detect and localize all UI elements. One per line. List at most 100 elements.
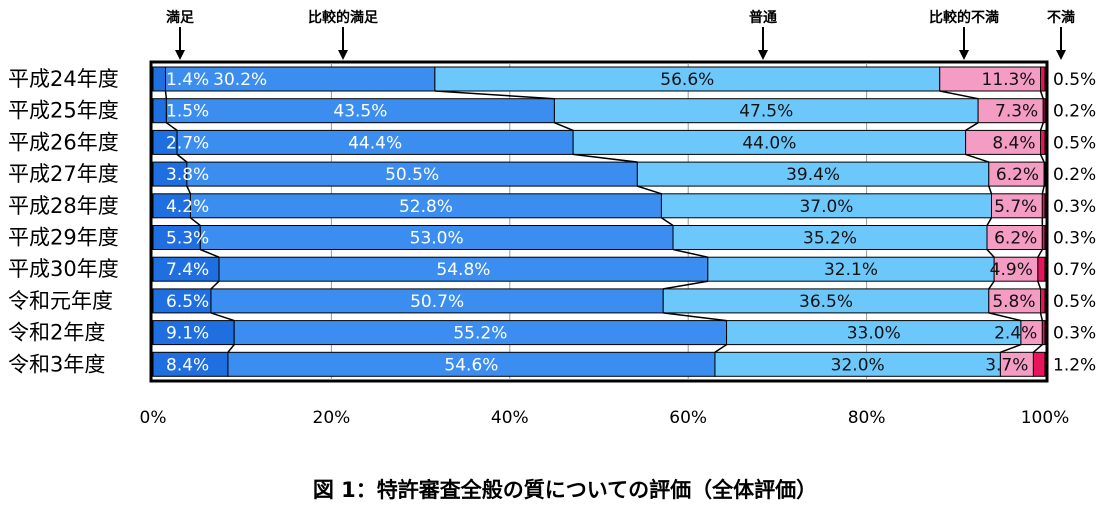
- x-tick-label: 80%: [848, 408, 886, 428]
- connector-line: [554, 122, 574, 132]
- bar-segment: [152, 193, 191, 219]
- bar-segment: [152, 351, 229, 377]
- bar-segment: [1040, 129, 1046, 155]
- connector-line: [1039, 312, 1044, 321]
- bar-segment: [152, 288, 212, 314]
- data-label: 9.1%: [166, 324, 209, 344]
- connector-line: [1037, 249, 1043, 258]
- connector-line: [190, 217, 201, 227]
- legend-label: 満足: [166, 9, 195, 26]
- data-label: 36.5%: [799, 292, 853, 312]
- connector-line: [663, 280, 708, 290]
- data-label: 50.7%: [410, 292, 464, 312]
- data-label: 5.3%: [166, 229, 209, 249]
- connector-line: [210, 312, 235, 322]
- bar-segment: [152, 66, 166, 92]
- data-label: 4.9%: [990, 260, 1033, 280]
- data-label: 44.0%: [742, 133, 796, 153]
- bar-segment: [660, 193, 992, 219]
- bar-segment: [186, 161, 638, 187]
- category-label: 平成27年度: [8, 162, 119, 186]
- connector-line: [939, 90, 979, 100]
- bar-segment: [164, 66, 436, 92]
- connector-line: [988, 312, 1022, 322]
- x-tick-label: 20%: [313, 408, 351, 428]
- bar-segment: [553, 98, 979, 124]
- data-label: 0.3%: [1053, 324, 1096, 344]
- data-label: 33.0%: [847, 324, 901, 344]
- connector-line: [199, 248, 220, 258]
- connector-line: [434, 90, 555, 100]
- data-label: 54.6%: [444, 355, 498, 375]
- bar-segment: [707, 256, 995, 282]
- legend-arrowhead: [338, 50, 348, 60]
- legend-arrowhead: [758, 50, 768, 60]
- connector-line: [1041, 185, 1045, 194]
- legend-arrowhead: [1056, 50, 1066, 60]
- connector-line: [714, 343, 727, 353]
- data-label: 30.2%: [213, 70, 267, 90]
- category-label: 令和3年度: [8, 352, 105, 376]
- category-label: 令和元年度: [8, 289, 113, 313]
- bar-segment: [714, 351, 1001, 377]
- bar-segment: [199, 225, 674, 250]
- bar-segment: [1040, 66, 1046, 92]
- bar-segment: [990, 193, 1043, 219]
- connector-line: [1039, 122, 1044, 131]
- connector-line: [637, 185, 662, 195]
- bar-segment: [1043, 161, 1046, 187]
- bar-segment: [227, 351, 716, 377]
- data-label: 2.4%: [994, 324, 1037, 344]
- connector-line: [573, 153, 638, 163]
- bar-segment: [434, 66, 941, 92]
- connector-line: [1039, 154, 1045, 163]
- bar-segment: [986, 225, 1043, 250]
- data-label: 2.7%: [166, 133, 209, 153]
- data-label: 4.2%: [166, 197, 209, 217]
- connector-line: [1039, 90, 1044, 99]
- plot-frame: [149, 60, 1049, 383]
- data-label: 37.0%: [799, 197, 853, 217]
- data-label: 8.4%: [166, 355, 209, 375]
- bar-segment: [152, 98, 167, 124]
- connector-line: [186, 185, 192, 195]
- category-label: 平成24年度: [8, 67, 119, 91]
- bar-segment: [1032, 351, 1046, 377]
- legend-label: 比較的不満: [929, 9, 999, 26]
- data-label: 54.8%: [436, 260, 490, 280]
- data-label: 6.2%: [994, 229, 1037, 249]
- data-label: 0.3%: [1053, 229, 1096, 249]
- data-label: 0.5%: [1053, 292, 1096, 312]
- legend-label: 不満: [1047, 9, 1075, 26]
- connector-line: [1032, 344, 1043, 353]
- x-tick-label: 40%: [491, 408, 529, 428]
- connector-line: [164, 90, 168, 99]
- bar-segment: [152, 225, 201, 250]
- bar-segment: [152, 256, 220, 282]
- legend-arrowhead: [175, 50, 185, 60]
- connector-line: [988, 280, 995, 290]
- connector-line: [965, 122, 979, 132]
- data-label: 0.2%: [1053, 165, 1096, 185]
- data-label: 55.2%: [453, 324, 507, 344]
- connector-line: [986, 217, 993, 226]
- data-label: 0.3%: [1053, 197, 1096, 217]
- connector-line: [1037, 280, 1042, 290]
- bar-segment: [993, 256, 1039, 282]
- data-label: 47.5%: [739, 102, 793, 122]
- data-label: 6.2%: [996, 165, 1039, 185]
- connector-line: [165, 122, 178, 132]
- connector-line: [988, 185, 993, 195]
- bar-segment: [999, 351, 1034, 377]
- category-label: 平成30年度: [8, 257, 119, 281]
- bar-segment: [988, 161, 1045, 187]
- bar-segment: [1041, 193, 1046, 219]
- connector-line: [661, 217, 674, 227]
- data-label: 53.0%: [410, 229, 464, 249]
- connector-line: [210, 280, 220, 290]
- data-label: 43.5%: [333, 102, 387, 122]
- data-label: 39.4%: [786, 165, 840, 185]
- data-label: 50.5%: [385, 165, 439, 185]
